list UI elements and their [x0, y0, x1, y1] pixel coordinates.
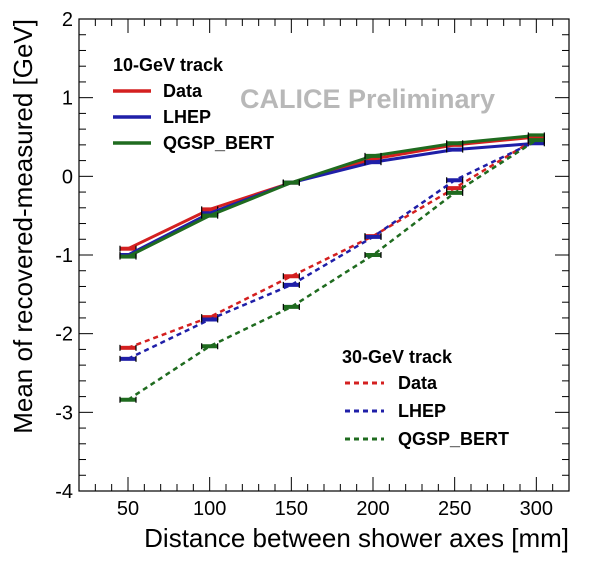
- x-tick-label: 150: [275, 498, 308, 520]
- axes: 50 100 150 200 250 300 -4 -3 -2 -1 0 1 2: [55, 9, 570, 520]
- series-line-10gev-qgsp_bert: [127, 133, 537, 258]
- legend-title: 30-GeV track: [342, 347, 453, 367]
- legend-title: 10-GeV track: [113, 55, 224, 75]
- legend-label: LHEP: [398, 401, 446, 421]
- y-tick-label: -2: [55, 324, 73, 346]
- legend-label: Data: [398, 373, 438, 393]
- legend-label: QGSP_BERT: [398, 429, 509, 449]
- series-line-10gev-data: [127, 135, 537, 251]
- x-tick-label: 200: [356, 498, 389, 520]
- legend-label: QGSP_BERT: [163, 133, 274, 153]
- x-tick-label: 300: [520, 498, 553, 520]
- x-axis-title: Distance between shower axes [mm]: [144, 523, 569, 553]
- x-tick-label: 250: [438, 498, 471, 520]
- series-line-30gev-data: [127, 137, 537, 349]
- y-tick-label: -4: [55, 481, 73, 503]
- y-tick-label: 1: [62, 88, 73, 110]
- legend-label: Data: [163, 81, 203, 101]
- watermark: CALICE Preliminary: [240, 84, 495, 114]
- y-tick-label: 0: [62, 166, 73, 188]
- legend-label: LHEP: [163, 107, 211, 127]
- x-tick-label: 100: [193, 498, 226, 520]
- y-tick-label: 2: [62, 9, 73, 31]
- series-line-30gev-qgsp_bert: [127, 139, 538, 401]
- y-tick-label: -1: [55, 245, 73, 267]
- legends: 10-GeV track Data LHEP QGSP_BERT 30-GeV trac…: [113, 55, 509, 449]
- series-line-10gev-lhep: [127, 141, 537, 257]
- plot-area: [119, 132, 545, 403]
- y-axis-title: Mean of recovered-measured [GeV]: [8, 19, 38, 434]
- x-tick-label: 50: [117, 498, 139, 520]
- y-tick-label: -3: [55, 402, 73, 424]
- series-line-30gev-lhep: [127, 139, 537, 360]
